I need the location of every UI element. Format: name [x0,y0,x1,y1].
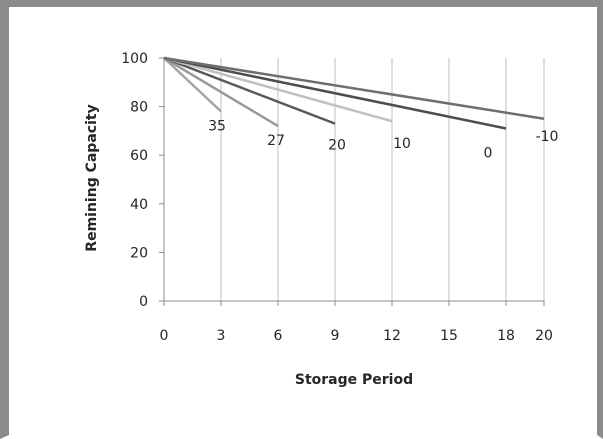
series-label-0: 0 [484,145,493,161]
x-tick-label: 9 [331,328,340,344]
axes [159,57,545,306]
y-tick-label: 80 [130,100,148,116]
x-tick-label: 3 [217,328,226,344]
vertical-gridlines [220,58,545,301]
y-axis-label: Remining Capacity [84,104,100,251]
series-label-10: 10 [393,136,411,152]
series-line-27 [163,56,279,128]
series-labels: 35 27 20 10 0 -10 [208,118,558,161]
y-tick-label: 60 [130,148,148,164]
series-line-10 [163,56,393,123]
x-tick-label: 6 [274,328,283,344]
x-tick-label: 12 [383,328,401,344]
series-line-20 [163,56,336,125]
y-tick-label: 100 [121,51,148,67]
x-axis-label: Storage Period [295,372,413,388]
y-tick-label: 40 [130,197,148,213]
series-label-20: 20 [328,138,346,154]
series-line-35 [163,57,222,113]
y-tick-label: 20 [130,245,148,261]
x-tick-label: 20 [535,328,553,344]
x-tick-label: 0 [160,328,169,344]
series-line-0 [163,56,507,130]
x-tick-label: 15 [440,328,458,344]
series-lines [163,56,545,130]
x-tick-label: 18 [497,328,515,344]
series-line--10 [163,56,545,120]
series-label-35: 35 [208,118,226,134]
series-label-27: 27 [267,133,285,149]
y-tick-label: 0 [139,294,148,310]
series-label--10: -10 [536,129,559,145]
